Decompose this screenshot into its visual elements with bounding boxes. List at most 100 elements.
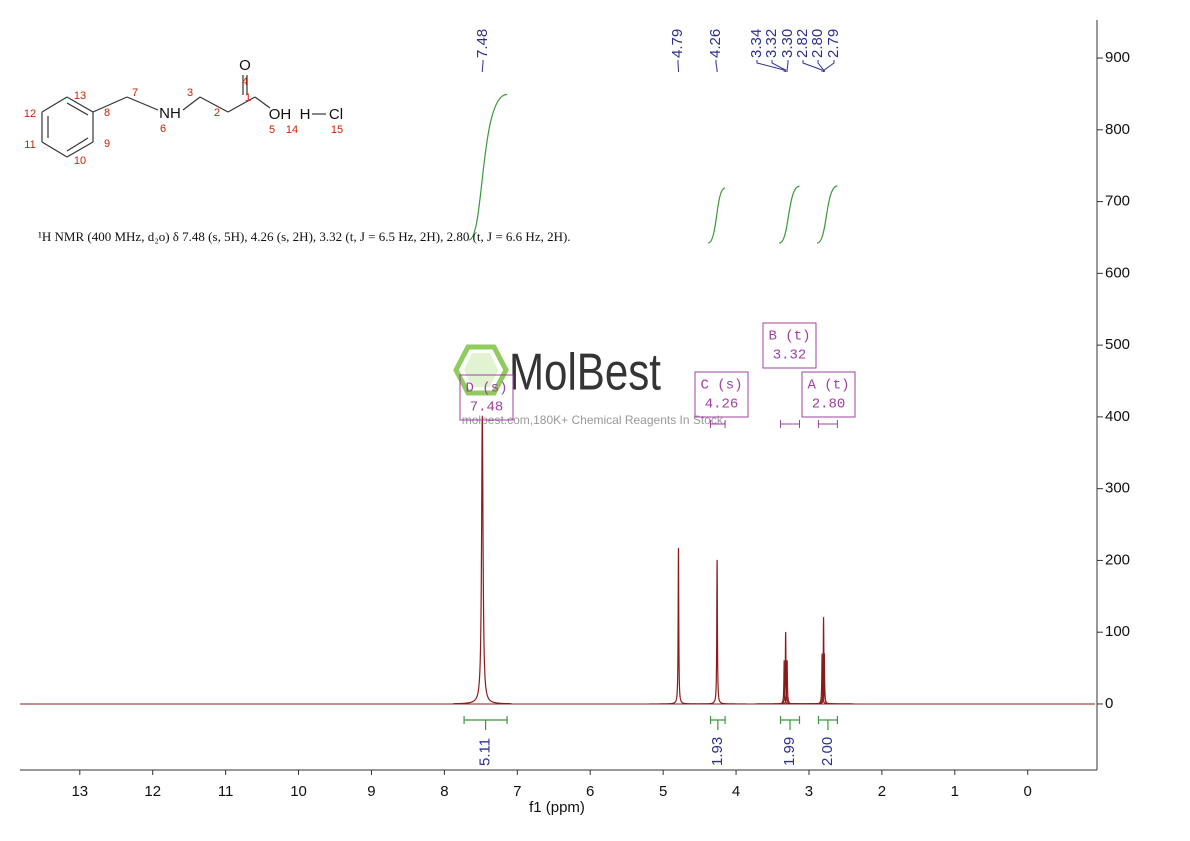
atom-number: 1 (245, 92, 251, 104)
multiplet-shift: 3.32 (773, 348, 807, 364)
x-tick-label: 2 (878, 783, 886, 800)
peak-label: 4.26 (707, 29, 724, 58)
multiplet-box (459, 374, 514, 421)
integral-label: 1.99 (781, 737, 798, 766)
bond (66, 141, 94, 158)
peak (453, 416, 512, 705)
integral-bracket (709, 716, 726, 730)
peak-connector (756, 60, 785, 72)
peak-label: 3.34 (748, 29, 765, 58)
integral-label: 5.11 (477, 738, 494, 766)
atom: O (239, 57, 251, 74)
multiplet-label: B (t) (768, 329, 810, 345)
bond (66, 96, 94, 113)
multiplet-shift: 2.80 (812, 397, 846, 413)
multiplet-box (762, 322, 817, 369)
peak-label: 2.82 (794, 29, 811, 58)
bond (66, 102, 89, 116)
watermark: MolBest molbest.com,180K+ Chemical Reage… (453, 344, 726, 427)
y-tick-label: 400 (1105, 408, 1130, 425)
bond (41, 96, 68, 113)
peak-connector (823, 60, 835, 72)
peak-label: 3.32 (763, 29, 780, 58)
logo (453, 344, 509, 396)
atom: H (300, 106, 311, 123)
atom-number: 8 (104, 107, 110, 119)
bond (41, 141, 68, 158)
peak-connector (481, 60, 484, 72)
atom-number: 15 (331, 124, 343, 136)
atom-number: 11 (24, 139, 35, 151)
atom-number: 10 (74, 155, 86, 167)
peak-label: 3.30 (779, 29, 796, 58)
x-tick-label: 13 (71, 783, 88, 800)
multiplet-shift: 7.48 (470, 400, 504, 416)
multiplet-label: A (t) (807, 378, 849, 394)
y-tick-label: 500 (1105, 336, 1130, 353)
atom-number: 7 (132, 87, 138, 99)
multiplet-box (694, 371, 749, 418)
y-tick-label: 800 (1105, 121, 1130, 138)
x-tick-label: 10 (290, 783, 307, 800)
x-tick-label: 7 (513, 783, 521, 800)
integral-label: 1.93 (709, 737, 726, 766)
peak-label: 2.79 (825, 29, 842, 58)
x-tick-label: 0 (1024, 783, 1032, 800)
atom: OH (269, 106, 292, 123)
bond (92, 96, 128, 113)
atom-number: 9 (104, 138, 110, 150)
x-tick-label: 6 (586, 783, 594, 800)
y-tick-label: 0 (1105, 695, 1113, 712)
peak-connector (817, 60, 825, 72)
atom-number: 5 (269, 124, 275, 136)
atom-number: 13 (74, 90, 86, 102)
x-tick-label: 12 (144, 783, 161, 800)
atom-number: 12 (24, 108, 36, 120)
watermark-tagline: molbest.com,180K+ Chemical Reagents In S… (462, 413, 726, 427)
multiplet-range (780, 420, 800, 428)
integral-bracket (779, 716, 801, 730)
x-tick-label: 8 (440, 783, 448, 800)
atom-number: 4 (242, 76, 248, 88)
multiplet-shift: 4.26 (705, 397, 739, 413)
x-axis-label: f1 (ppm) (529, 799, 585, 816)
multiplet-label: C (s) (700, 378, 742, 394)
bond (182, 96, 201, 111)
peak-connector (802, 60, 823, 72)
peak (795, 653, 854, 705)
peak-label: 2.80 (809, 29, 826, 58)
x-tick-label: 5 (659, 783, 667, 800)
x-tick-label: 3 (805, 783, 813, 800)
peak-connector (786, 60, 789, 72)
y-tick-label: 900 (1105, 49, 1130, 66)
integral-bracket (463, 716, 508, 730)
integral-bracket (817, 716, 839, 730)
x-tick-label: 4 (732, 783, 740, 800)
y-tick-label: 600 (1105, 264, 1130, 281)
description: ¹H NMR (400 MHz, d₂o) δ 7.48 (s, 5H), 4.… (38, 229, 571, 244)
atom-number: 6 (160, 123, 166, 135)
multiplet-range (817, 420, 838, 428)
peak (756, 631, 815, 705)
multiplet-box (801, 371, 856, 418)
integral-label: 2.00 (819, 737, 836, 766)
atom: Cl (329, 106, 343, 123)
peak-label: 7.48 (474, 29, 491, 58)
peak-connector (771, 60, 787, 72)
bond (199, 96, 229, 113)
y-tick-label: 100 (1105, 623, 1130, 640)
multiplet-label: D (s) (465, 381, 507, 397)
bond (227, 96, 256, 113)
integral-curve (816, 185, 838, 244)
atom-number: 14 (286, 124, 298, 136)
y-tick-label: 200 (1105, 551, 1130, 568)
bond (66, 137, 89, 152)
atom-number: 2 (214, 107, 220, 119)
x-tick-label: 11 (218, 783, 234, 800)
peak (649, 548, 708, 705)
structure: 13 12 11 10 9 8 7 NH 6 3 2 1 O 4 OH 5 H … (24, 57, 343, 167)
peak (687, 559, 747, 705)
peak-connector (715, 60, 718, 72)
